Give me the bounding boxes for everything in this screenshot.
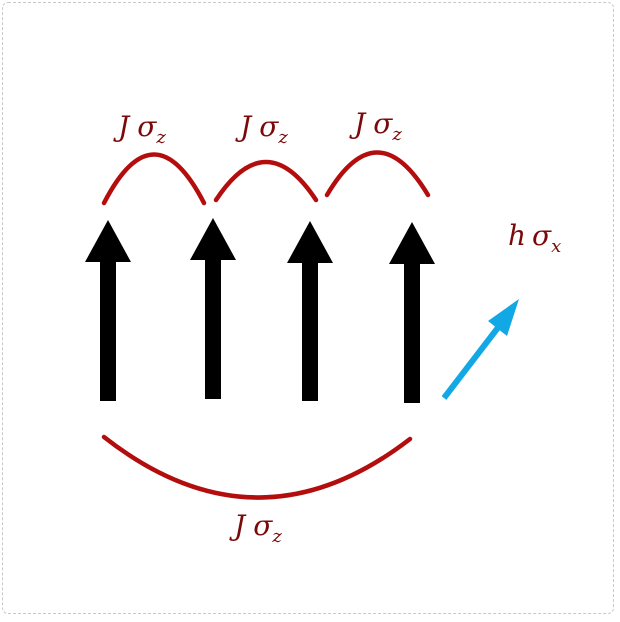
up-arrow-icon — [287, 221, 333, 401]
diagram-frame — [2, 2, 614, 614]
diagonal-arrow-icon — [441, 299, 519, 400]
up-arrow-icon — [190, 218, 236, 399]
transverse-field-arrow — [441, 299, 519, 400]
bond-arc-2-3 — [213, 159, 319, 203]
spin-2 — [190, 218, 236, 399]
spin-3 — [287, 221, 333, 401]
bond-arc-boundary — [101, 434, 413, 500]
spin-4 — [389, 222, 435, 403]
bond-arc-3-4 — [324, 150, 431, 198]
up-arrow-icon — [85, 220, 131, 401]
up-arrow-icon — [389, 222, 435, 403]
spin-1 — [85, 220, 131, 401]
field-label: h σx — [508, 219, 561, 257]
bond-arc-1-2 — [101, 152, 207, 206]
